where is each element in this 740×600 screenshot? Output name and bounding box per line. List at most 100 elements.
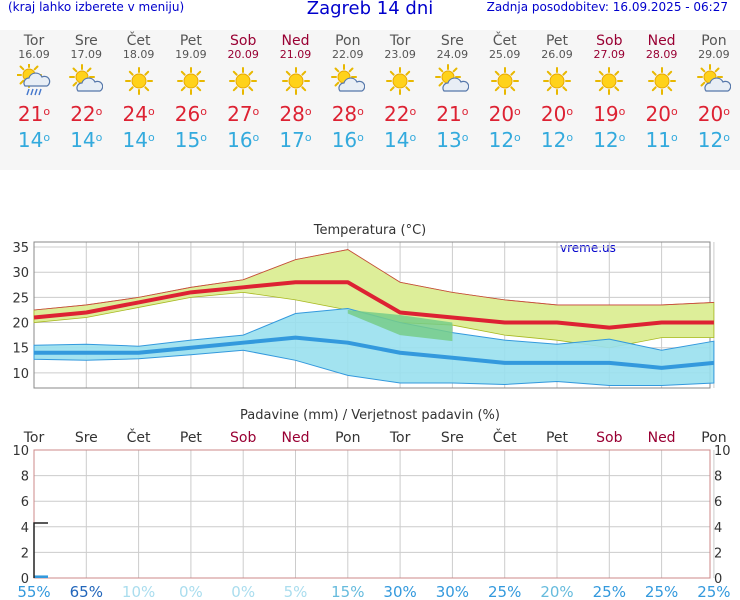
- y-tick-label: 6: [21, 495, 29, 510]
- x-tick-label: Pon: [701, 430, 726, 446]
- degree-sign: o: [200, 131, 207, 144]
- weather-icon-cell: [688, 61, 740, 101]
- min-temp: 14o: [374, 127, 426, 153]
- degree-sign: o: [670, 105, 678, 118]
- sun-cloud-icon: [435, 64, 470, 92]
- min-temp-value: 12: [697, 128, 724, 152]
- y-tick-label-right: 2: [714, 546, 722, 561]
- day-column: Tor 16.09 21o 14o: [8, 30, 60, 153]
- degree-sign: o: [357, 131, 364, 144]
- degree-sign: o: [514, 131, 521, 144]
- y-tick-label-right: 6: [714, 495, 722, 510]
- degree-sign: o: [514, 105, 521, 118]
- x-tick-label: Pet: [180, 430, 203, 446]
- max-temp-line: [33, 280, 714, 330]
- day-column: Sre 17.09 22o 14o: [60, 30, 112, 153]
- sun-icon: [647, 67, 676, 95]
- day-column: Sob 27.09 19o 12o: [583, 30, 635, 153]
- day-name: Ned: [281, 33, 310, 49]
- degree-sign: o: [566, 131, 574, 144]
- precip-probability: 25%: [593, 583, 626, 600]
- degree-sign: o: [43, 131, 51, 144]
- weather-icon-cell: [583, 61, 635, 101]
- max-temp: 20o: [479, 101, 531, 127]
- min-temp-value: 14: [122, 128, 148, 152]
- day-name: Sre: [440, 33, 464, 49]
- degree-sign: o: [200, 105, 207, 118]
- precip-probability: 0%: [231, 583, 255, 600]
- min-temp-value: 16: [227, 128, 253, 152]
- x-tick-label: Ned: [648, 430, 676, 446]
- day-column: Čet 25.09 20o 12o: [479, 30, 531, 153]
- min-temp-value: 17: [279, 128, 305, 152]
- sun-icon: [229, 67, 258, 95]
- min-temp: 14o: [60, 127, 112, 153]
- sun-icon: [490, 67, 519, 95]
- weather-icon-cell: [8, 61, 60, 101]
- x-tick-label: Pet: [546, 430, 569, 446]
- y-tick-label-right: 0: [714, 572, 722, 587]
- min-temp-value: 16: [331, 128, 358, 152]
- min-temp: 14o: [8, 127, 60, 153]
- max-temp-value: 19: [593, 102, 619, 126]
- precip-probability: 55%: [17, 583, 50, 600]
- x-tick-label: Tor: [389, 430, 411, 446]
- day-date: 26.09: [541, 48, 573, 61]
- precip-probability: 65%: [70, 583, 103, 600]
- precip-bar: [34, 575, 48, 578]
- sun-icon: [176, 67, 205, 95]
- min-temp: 12o: [531, 127, 583, 153]
- max-temp-value: 20: [540, 102, 567, 126]
- min-temp: 12o: [583, 127, 635, 153]
- precipitation-chart: Padavine (mm) / Verjetnost padavin (%) To…: [12, 408, 731, 600]
- degree-sign: o: [723, 105, 730, 118]
- y-tick-label: 0: [21, 572, 29, 587]
- weather-icon-cell: [270, 61, 322, 101]
- max-temp: 21o: [8, 101, 60, 127]
- sun-icon: [124, 67, 153, 95]
- y-tick-label: 15: [12, 342, 29, 357]
- min-temp: 12o: [688, 127, 740, 153]
- y-tick-label: 20: [12, 317, 29, 332]
- y-tick-label-right: 10: [714, 444, 731, 459]
- degree-sign: o: [95, 131, 103, 144]
- day-date: 16.09: [18, 48, 50, 61]
- sun-icon: [386, 67, 415, 95]
- daily-forecast-strip: Tor 16.09 21o 14o Sre 17.09 22o 14o Čet 18.09 24o 1…: [0, 30, 740, 170]
- max-temp-value: 24: [122, 102, 148, 126]
- degree-sign: o: [304, 105, 312, 118]
- max-temp-value: 28: [331, 102, 358, 126]
- y-tick-label: 4: [21, 521, 29, 536]
- weather-icon-cell: [636, 61, 688, 101]
- precip-probability: 30%: [383, 583, 416, 600]
- day-name: Tor: [389, 33, 411, 49]
- max-temp: 21o: [426, 101, 478, 127]
- y-tick-label: 10: [12, 444, 29, 459]
- day-date: 17.09: [70, 48, 103, 61]
- accumulated-precip-line: [33, 522, 48, 578]
- precip-probability: 25%: [645, 583, 678, 600]
- plot-frame: [33, 449, 711, 579]
- min-temp-value: 15: [174, 128, 201, 152]
- day-date: 29.09: [698, 48, 730, 61]
- max-temp: 22o: [374, 101, 426, 127]
- day-column: Ned 21.09 28o 17o: [270, 30, 322, 153]
- sun-icon: [281, 67, 310, 95]
- y-tick-label-right: 4: [714, 521, 722, 536]
- day-name: Sob: [596, 33, 623, 49]
- min-temp: 11o: [636, 127, 688, 153]
- day-column: Pet 26.09 20o 12o: [531, 30, 583, 153]
- degree-sign: o: [461, 105, 469, 118]
- day-name: Sre: [74, 33, 98, 49]
- min-temp-value: 12: [593, 128, 619, 152]
- precip-probability: 25%: [697, 583, 730, 600]
- band-overlap: [347, 309, 453, 342]
- max-temp: 20o: [531, 101, 583, 127]
- min-temp: 12o: [479, 127, 531, 153]
- min-temp: 15o: [165, 127, 217, 153]
- precip-probability: 5%: [284, 583, 308, 600]
- day-date: 19.09: [175, 48, 207, 61]
- degree-sign: o: [304, 131, 312, 144]
- degree-sign: o: [461, 131, 469, 144]
- min-temp: 17o: [270, 127, 322, 153]
